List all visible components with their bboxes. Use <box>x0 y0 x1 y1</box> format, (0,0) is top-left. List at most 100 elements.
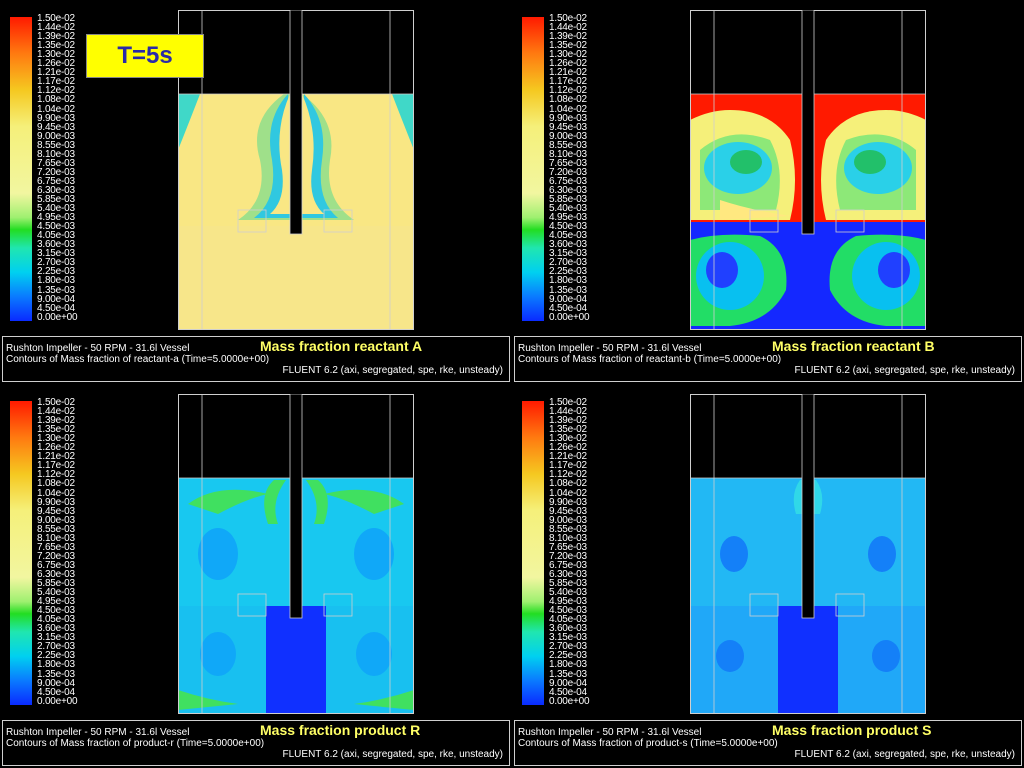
scale-tick-label: 1.08e-02 <box>549 94 587 106</box>
scale-tick-label: 2.70e-03 <box>549 257 587 269</box>
color-scale-bar <box>10 17 32 321</box>
scale-tick-label: 1.50e-02 <box>37 397 75 408</box>
caption-contour-line: Contours of Mass fraction of product-r (… <box>6 738 265 749</box>
caption-solver-line: FLUENT 6.2 (axi, segregated, spe, rke, u… <box>282 749 503 760</box>
scale-tick-label: 4.05e-03 <box>549 230 587 242</box>
scale-tick-label: 1.17e-02 <box>549 460 587 472</box>
scale-tick-label: 1.50e-02 <box>549 397 587 408</box>
caption-solver-line: FLUENT 6.2 (axi, segregated, spe, rke, u… <box>282 365 503 376</box>
scale-tick-label: 4.95e-03 <box>37 596 75 608</box>
scale-tick-label: 3.60e-03 <box>37 239 75 251</box>
scale-tick-label: 2.25e-03 <box>549 266 587 278</box>
scale-tick-label: 4.50e-04 <box>37 302 75 314</box>
caption-vessel-line: Rushton Impeller - 50 RPM - 31.6l Vessel <box>518 343 702 354</box>
scale-tick-label: 2.25e-03 <box>37 650 75 662</box>
scale-tick-label: 5.40e-03 <box>37 203 75 215</box>
caption-title: Mass fraction product R <box>260 722 421 738</box>
caption-box: Rushton Impeller - 50 RPM - 31.6l Vessel… <box>2 720 510 766</box>
scale-tick-label: 5.85e-03 <box>37 194 75 205</box>
scale-tick-label: 1.12e-02 <box>549 469 587 481</box>
scale-tick-label: 4.05e-03 <box>37 230 75 242</box>
scale-tick-label: 4.50e-03 <box>37 605 75 617</box>
scale-tick-label: 1.44e-02 <box>549 22 587 34</box>
scale-tick-label: 1.44e-02 <box>37 406 75 418</box>
scale-tick-label: 9.45e-03 <box>549 121 587 133</box>
scale-tick-label: 8.10e-03 <box>549 532 587 544</box>
scale-tick-label: 4.50e-03 <box>37 221 75 233</box>
scale-tick-label: 1.12e-02 <box>549 85 587 97</box>
scale-tick-label: 9.90e-03 <box>37 112 75 124</box>
scale-tick-label: 2.70e-03 <box>37 641 75 653</box>
scale-tick-label: 1.39e-02 <box>549 415 587 427</box>
scale-tick-label: 1.44e-02 <box>37 22 75 34</box>
scale-tick-label: 4.05e-03 <box>549 614 587 626</box>
scale-tick-label: 8.10e-03 <box>37 532 75 544</box>
scale-tick-label: 2.25e-03 <box>549 650 587 662</box>
contour-plot-reactant-b <box>690 10 926 330</box>
scale-tick-label: 9.00e-03 <box>37 514 75 526</box>
scale-tick-label: 1.17e-02 <box>549 76 587 88</box>
scale-tick-label: 5.40e-03 <box>37 587 75 599</box>
scale-tick-label: 8.55e-03 <box>37 523 75 535</box>
scale-tick-label: 1.44e-02 <box>549 406 587 418</box>
scale-tick-label: 2.70e-03 <box>549 641 587 653</box>
scale-tick-label: 1.12e-02 <box>37 85 75 97</box>
scale-tick-label: 5.85e-03 <box>549 194 587 205</box>
caption-box: Rushton Impeller - 50 RPM - 31.6l Vessel… <box>514 336 1022 382</box>
scale-tick-label: 9.00e-03 <box>37 130 75 142</box>
scale-tick-label: 1.17e-02 <box>37 76 75 88</box>
caption-contour-line: Contours of Mass fraction of product-s (… <box>518 738 778 749</box>
caption-box: Rushton Impeller - 50 RPM - 31.6l Vessel… <box>514 720 1022 766</box>
caption-vessel-line: Rushton Impeller - 50 RPM - 31.6l Vessel <box>518 727 702 738</box>
scale-tick-label: 3.15e-03 <box>37 632 75 644</box>
caption-title: Mass fraction reactant A <box>260 338 423 354</box>
scale-tick-label: 7.65e-03 <box>549 541 587 553</box>
color-scale-labels: 1.50e-02 1.44e-02 1.39e-02 1.35e-02 1.30e-02… <box>549 398 609 710</box>
contour-plot-product-r <box>178 394 414 714</box>
scale-tick-label: 6.75e-03 <box>549 175 587 187</box>
caption-contour-line: Contours of Mass fraction of reactant-a … <box>6 354 270 365</box>
scale-tick-label: 7.65e-03 <box>549 157 587 169</box>
scale-tick-label: 4.50e-03 <box>549 221 587 233</box>
color-scale-labels: 1.50e-02 1.44e-02 1.39e-02 1.35e-02 1.30e-02… <box>37 398 97 710</box>
scale-tick-label: 7.20e-03 <box>549 550 587 562</box>
scale-tick-label: 9.00e-03 <box>549 514 587 526</box>
scale-tick-label: 1.30e-02 <box>549 433 587 445</box>
caption-vessel-line: Rushton Impeller - 50 RPM - 31.6l Vessel <box>6 727 190 738</box>
scale-tick-label: 6.75e-03 <box>549 559 587 571</box>
scale-tick-label: 1.80e-03 <box>37 659 75 671</box>
color-scale-labels: 1.50e-02 1.44e-02 1.39e-02 1.35e-02 1.30e-02… <box>37 14 97 326</box>
scale-tick-label: 1.35e-02 <box>37 424 75 436</box>
caption-contour-line: Contours of Mass fraction of reactant-b … <box>518 354 782 365</box>
scale-tick-label: 9.90e-03 <box>37 496 75 508</box>
caption-box: Rushton Impeller - 50 RPM - 31.6l Vessel… <box>2 336 510 382</box>
scale-tick-label: 9.45e-03 <box>37 121 75 133</box>
color-scale-bar <box>522 17 544 321</box>
scale-tick-label: 6.30e-03 <box>37 184 75 196</box>
panel-product-s: 1.50e-02 1.44e-02 1.39e-02 1.35e-02 1.30e-02… <box>512 384 1024 768</box>
scale-tick-label: 1.30e-02 <box>37 49 75 61</box>
scale-tick-label: 4.50e-04 <box>549 686 587 698</box>
scale-tick-label: 1.80e-03 <box>549 659 587 671</box>
time-badge: T=5s <box>86 34 204 78</box>
scale-tick-label: 6.30e-03 <box>549 568 587 580</box>
contour-plot-product-s <box>690 394 926 714</box>
scale-tick-label: 1.04e-02 <box>549 487 587 499</box>
scale-tick-label: 1.21e-02 <box>37 67 75 79</box>
scale-tick-label: 1.50e-02 <box>549 13 587 24</box>
scale-tick-label: 9.45e-03 <box>37 505 75 517</box>
scale-tick-label: 1.08e-02 <box>37 94 75 106</box>
scale-tick-label: 9.00e-04 <box>549 677 587 689</box>
scale-tick-label: 3.60e-03 <box>37 623 75 635</box>
scale-tick-label: 9.00e-04 <box>37 293 75 305</box>
scale-tick-label: 8.55e-03 <box>549 139 587 151</box>
scale-tick-label: 5.40e-03 <box>549 203 587 215</box>
scale-tick-label: 1.30e-02 <box>549 49 587 61</box>
scale-tick-label: 1.26e-02 <box>549 58 587 70</box>
scale-tick-label: 1.35e-03 <box>549 668 587 680</box>
scale-tick-label: 1.50e-02 <box>37 13 75 24</box>
scale-tick-label: 3.60e-03 <box>549 239 587 251</box>
scale-tick-label: 0.00e+00 <box>549 311 590 323</box>
scale-tick-label: 5.85e-03 <box>37 578 75 589</box>
scale-tick-label: 1.26e-02 <box>37 442 75 454</box>
